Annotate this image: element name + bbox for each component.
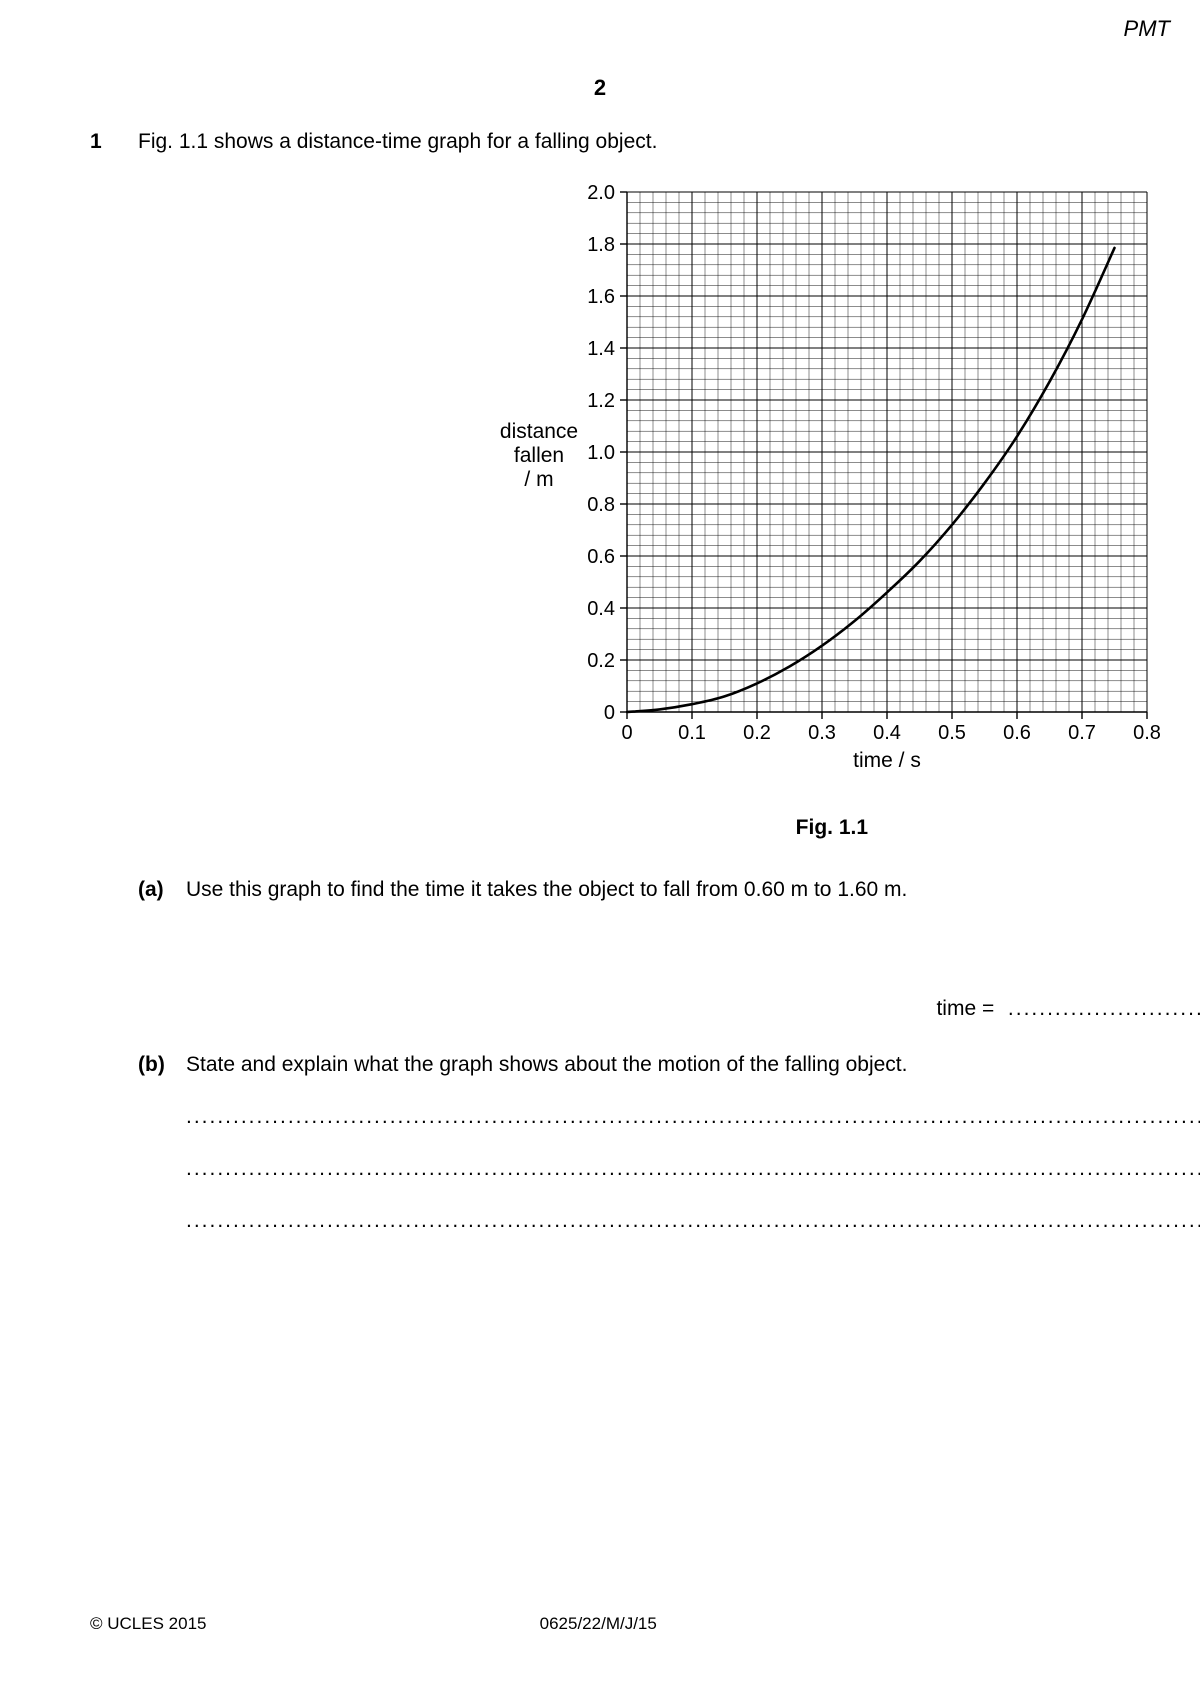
svg-text:0.2: 0.2 bbox=[743, 722, 771, 744]
svg-text:0.4: 0.4 bbox=[873, 722, 901, 744]
svg-text:fallen: fallen bbox=[514, 444, 564, 467]
svg-text:1.6: 1.6 bbox=[587, 286, 615, 308]
page-footer: © UCLES 2015 0625/22/M/J/15 bbox=[90, 1614, 1110, 1634]
svg-text:1.8: 1.8 bbox=[587, 234, 615, 256]
svg-text:1.2: 1.2 bbox=[587, 390, 615, 412]
total-marks: [Total: 4] bbox=[186, 1261, 1200, 1285]
svg-text:0.8: 0.8 bbox=[1133, 722, 1161, 744]
part-a-answer-line: time = .................................… bbox=[186, 997, 1200, 1021]
figure-caption: Fig. 1.1 bbox=[138, 816, 1200, 840]
part-a-text: Use this graph to find the time it takes… bbox=[186, 878, 1200, 902]
question-number: 1 bbox=[90, 130, 138, 1285]
svg-text:0.6: 0.6 bbox=[587, 546, 615, 568]
svg-text:0.4: 0.4 bbox=[587, 598, 615, 620]
answer-rule-1: ........................................… bbox=[186, 1105, 1200, 1129]
header-tag: PMT bbox=[1124, 16, 1170, 42]
part-b-label: (b) bbox=[138, 1053, 186, 1285]
svg-text:0.5: 0.5 bbox=[938, 722, 966, 744]
svg-text:distance: distance bbox=[500, 420, 578, 443]
page-number: 2 bbox=[0, 75, 1200, 101]
svg-text:0: 0 bbox=[604, 702, 615, 724]
answer-rule-2: ........................................… bbox=[186, 1157, 1200, 1181]
svg-text:/ m: / m bbox=[524, 468, 553, 491]
svg-text:1.0: 1.0 bbox=[587, 442, 615, 464]
svg-text:0.1: 0.1 bbox=[678, 722, 706, 744]
svg-text:0: 0 bbox=[621, 722, 632, 744]
svg-text:0.6: 0.6 bbox=[1003, 722, 1031, 744]
svg-text:2.0: 2.0 bbox=[587, 182, 615, 204]
answer-prefix: time = bbox=[936, 997, 994, 1020]
answer-blank: ........................................… bbox=[1000, 997, 1200, 1020]
chart-container: 0 0.1 0.2 0.3 0.4 0.5 0.6 0.7 0.8 0 0.2 0.4 0.6 0.8 1.… bbox=[138, 172, 1200, 782]
svg-text:0.8: 0.8 bbox=[587, 494, 615, 516]
answer-rule-3: ........................................… bbox=[186, 1209, 1200, 1233]
svg-text:1.4: 1.4 bbox=[587, 338, 615, 360]
svg-text:0.3: 0.3 bbox=[808, 722, 836, 744]
part-b-text: State and explain what the graph shows a… bbox=[186, 1053, 1200, 1077]
svg-text:time / s: time / s bbox=[853, 749, 921, 772]
footer-copyright: © UCLES 2015 bbox=[90, 1614, 206, 1634]
part-a-label: (a) bbox=[138, 878, 186, 1021]
footer-code: 0625/22/M/J/15 bbox=[206, 1614, 990, 1634]
svg-text:0.7: 0.7 bbox=[1068, 722, 1096, 744]
question-intro: Fig. 1.1 shows a distance-time graph for… bbox=[138, 130, 1200, 154]
svg-text:0.2: 0.2 bbox=[587, 650, 615, 672]
distance-time-chart: 0 0.1 0.2 0.3 0.4 0.5 0.6 0.7 0.8 0 0.2 0.4 0.6 0.8 1.… bbox=[497, 172, 1167, 782]
